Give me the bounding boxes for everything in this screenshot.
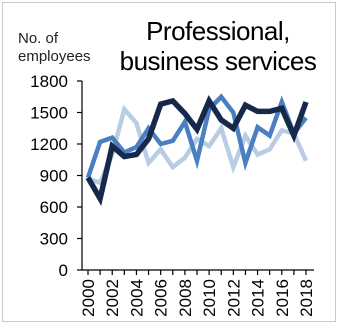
series-line-3 bbox=[85, 95, 309, 207]
x-tick-label: 2000 bbox=[79, 279, 98, 317]
y-tick-label: 0 bbox=[59, 261, 68, 280]
x-tick-label: 2010 bbox=[200, 279, 219, 317]
x-tick-label: 2008 bbox=[176, 279, 195, 317]
chart-frame bbox=[2, 2, 336, 322]
x-tick-label: 2012 bbox=[224, 279, 243, 317]
y-tick-label: 300 bbox=[40, 230, 68, 249]
y-tick-label: 1500 bbox=[30, 104, 68, 123]
x-tick-label: 2006 bbox=[152, 279, 171, 317]
chart-title: Professional, business services bbox=[119, 16, 317, 76]
x-tick-label: 2014 bbox=[249, 279, 268, 317]
x-tick-label: 2018 bbox=[297, 279, 316, 317]
y-tick-label: 600 bbox=[40, 198, 68, 217]
y-tick-label: 900 bbox=[40, 167, 68, 186]
series-line-1 bbox=[87, 104, 309, 186]
y-axis-label: No. of employees bbox=[18, 30, 91, 65]
x-tick-label: 2002 bbox=[103, 279, 122, 317]
series-line-2 bbox=[85, 93, 308, 179]
x-tick-label: 2016 bbox=[273, 279, 292, 317]
y-tick-label: 1200 bbox=[30, 135, 68, 154]
y-tick-label: 1800 bbox=[30, 72, 68, 91]
x-tick-label: 2004 bbox=[127, 279, 146, 317]
